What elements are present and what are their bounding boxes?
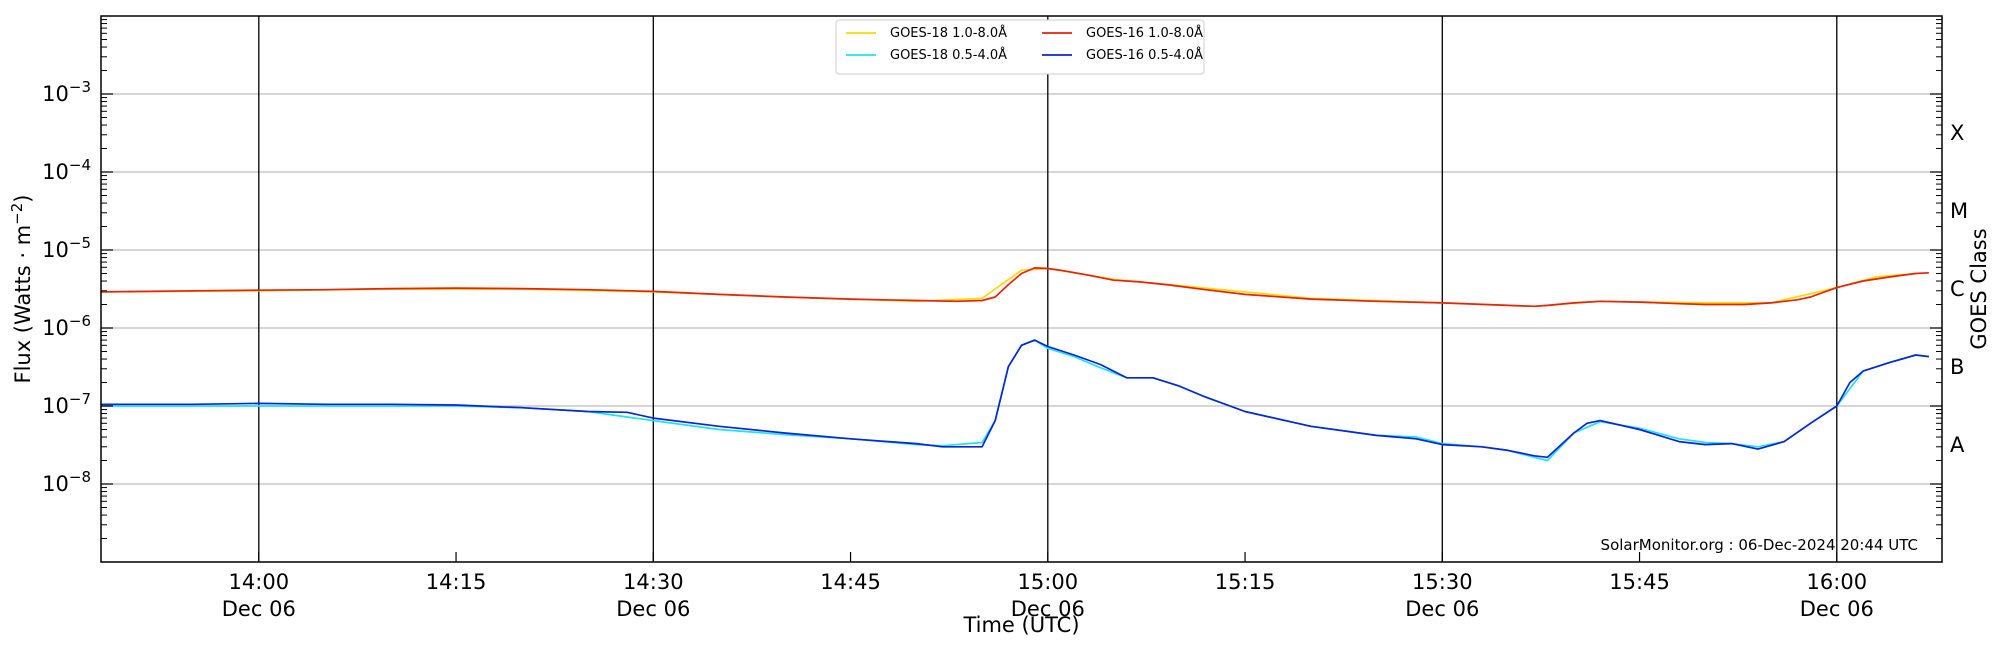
plot-frame	[100, 15, 1943, 563]
x-tick-label: 14:45	[820, 570, 881, 594]
x-tick-label: 15:00	[1018, 570, 1079, 594]
y2-axis-title: GOES Class	[1967, 228, 1991, 349]
x-tick-label: 14:30	[623, 570, 684, 594]
x-tick-label: 14:00	[229, 570, 290, 594]
x-tick-label: 15:30	[1412, 570, 1473, 594]
y-tick-label: 10−8	[42, 468, 91, 496]
credit-text: SolarMonitor.org : 06-Dec-2024 20:44 UTC	[1601, 536, 1918, 554]
x-tick-label: 15:15	[1215, 570, 1276, 594]
y-tick-label: 10−6	[42, 312, 91, 340]
series-line	[100, 267, 1916, 308]
series-line	[100, 267, 1929, 308]
x-axis-ticks: 14:00 Dec 06 14:15 14:30 Dec 06 14:45 15:00 Dec…	[222, 552, 1874, 621]
x-tick-date-label: Dec 06	[1800, 597, 1874, 621]
x-tick-label: 16:00	[1807, 570, 1868, 594]
x-tick-date-label: Dec 06	[616, 597, 690, 621]
goes-class-axis: A B C M X	[1950, 121, 1968, 457]
goes-class-label: M	[1950, 199, 1968, 223]
legend-label: GOES-16 1.0-8.0Å	[1086, 25, 1203, 41]
series-line	[101, 339, 1930, 459]
goes-class-label: X	[1950, 121, 1964, 145]
x-tick-label: 14:15	[426, 570, 487, 594]
legend-label: GOES-16 0.5-4.0Å	[1086, 47, 1203, 63]
goes-class-label: C	[1950, 277, 1965, 301]
goes-class-label: A	[1950, 433, 1965, 457]
x-tick-date-label: Dec 06	[1405, 597, 1479, 621]
series-line	[101, 339, 1930, 462]
y-axis-ticks: 10−8 10−7 10−6 10−5 10−4 10−3	[42, 19, 1942, 540]
vertical-marker-layer	[258, 16, 1838, 562]
series-layer	[100, 267, 1930, 462]
y-tick-label: 10−4	[42, 156, 91, 184]
goes-class-label: B	[1950, 355, 1964, 379]
legend-label: GOES-18 1.0-8.0Å	[890, 25, 1007, 41]
x-tick-label: 15:45	[1609, 570, 1670, 594]
y-tick-label: 10−5	[42, 234, 91, 262]
y-tick-label: 10−3	[42, 78, 91, 106]
legend-box	[835, 19, 1205, 75]
y-axis-title: Flux (Watts · m−2)	[8, 194, 35, 383]
x-tick-date-label: Dec 06	[1011, 597, 1085, 621]
legend: GOES-18 1.0-8.0Å GOES-18 0.5-4.0Å GOES-16 …	[835, 19, 1205, 75]
x-axis-title: Time (UTC)	[962, 613, 1079, 637]
x-tick-date-label: Dec 06	[222, 597, 296, 621]
legend-label: GOES-18 0.5-4.0Å	[890, 47, 1007, 63]
y-tick-label: 10−7	[42, 390, 91, 418]
